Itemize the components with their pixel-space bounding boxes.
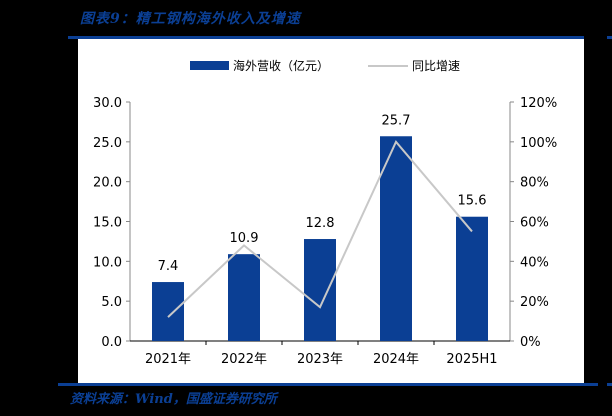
top-divider [68,36,584,39]
chart-panel: 海外营收（亿元） 同比增速 30.0 25.0 20.0 15.0 10.0 5.0 0.0 12… [78,39,584,385]
top-divider-right [607,36,612,39]
right-axis-label: 60% [520,216,549,231]
combo-chart: 海外营收（亿元） 同比增速 30.0 25.0 20.0 15.0 10.0 5.0 0.0 12… [93,58,557,367]
bottom-divider-right [607,383,612,386]
bar [228,254,260,341]
source-note: 资料来源：Wind，国盛证券研究所 [70,392,277,407]
left-axis-label: 10.0 [93,255,122,270]
bottom-divider [58,383,598,386]
bar-value-label: 7.4 [158,259,179,274]
bar-value-label: 12.8 [306,216,335,231]
right-axis-label: 80% [520,176,549,191]
right-axis-label: 120% [520,96,557,111]
x-axis-label: 2023年 [297,352,343,367]
bar-value-label: 25.7 [382,113,411,128]
left-axis-label: 15.0 [93,216,122,231]
x-axis-label: 2025H1 [446,352,497,367]
legend-line-label: 同比增速 [412,59,460,73]
bar [380,136,412,341]
legend-bar-swatch [190,61,229,70]
bar-value-label: 15.6 [458,194,487,209]
left-axis-label: 30.0 [93,96,122,111]
growth-line [167,139,473,318]
right-axis-label: 0% [520,335,541,350]
x-axis-label: 2022年 [221,352,267,367]
bar-value-label: 10.9 [230,231,259,246]
right-axis-label: 40% [520,255,549,270]
x-axis-label: 2021年 [145,352,191,367]
legend-bar-label: 海外营收（亿元） [233,58,329,73]
right-axis-label: 20% [520,295,549,310]
bar [304,239,336,341]
bar [456,216,488,341]
left-axis-label: 25.0 [93,136,122,151]
x-axis-label: 2024年 [373,352,419,367]
bar [152,282,184,341]
left-axis-label: 5.0 [101,295,122,310]
chart-title: 图表9：精工钢构海外收入及增速 [80,11,301,27]
right-axis-label: 100% [520,136,557,151]
left-axis-label: 0.0 [101,335,122,350]
left-axis-label: 20.0 [93,176,122,191]
